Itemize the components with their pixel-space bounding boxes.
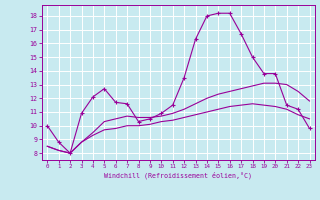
X-axis label: Windchill (Refroidissement éolien,°C): Windchill (Refroidissement éolien,°C) <box>104 172 252 179</box>
